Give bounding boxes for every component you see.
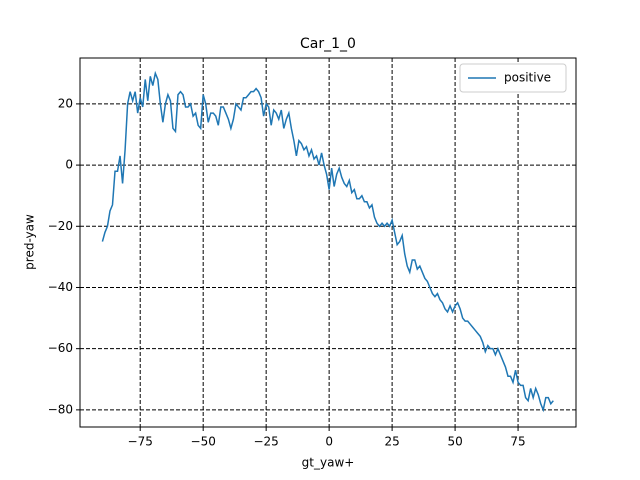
legend-box xyxy=(459,63,567,93)
data-line xyxy=(101,70,554,413)
x-tick-label: 50 xyxy=(447,435,462,449)
y-axis-label: pred-yaw xyxy=(23,214,37,270)
x-tick-label: −75 xyxy=(128,435,153,449)
x-axis-label: gt_yaw+ xyxy=(302,456,355,470)
x-tick-label: 0 xyxy=(325,435,333,449)
legend-label: positive xyxy=(504,71,551,85)
x-tick-label: −25 xyxy=(253,435,278,449)
y-tick-label: −20 xyxy=(48,219,73,233)
y-tick-label: 0 xyxy=(65,158,73,172)
y-tick-label: −60 xyxy=(48,341,73,355)
x-tick-label: 25 xyxy=(384,435,399,449)
x-tick-label: 75 xyxy=(510,435,525,449)
plot-frame xyxy=(79,57,577,428)
y-tick-label: −80 xyxy=(48,402,73,416)
x-tick-label: −50 xyxy=(191,435,216,449)
y-tick-label: −40 xyxy=(48,280,73,294)
y-tick-label: 20 xyxy=(58,96,73,110)
chart-title: Car_1_0 xyxy=(300,36,356,52)
